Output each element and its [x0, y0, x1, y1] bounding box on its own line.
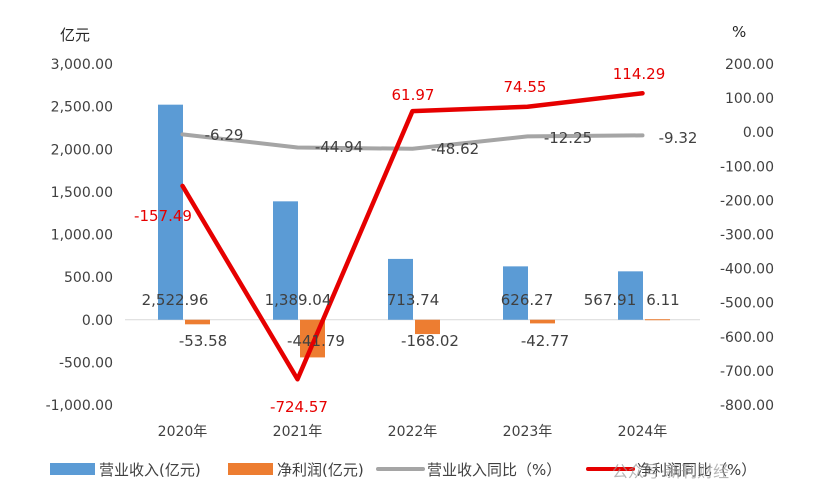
bar-net-profit	[645, 319, 670, 321]
net-profit-data-label: 6.11	[646, 291, 679, 309]
right-axis-tick-label: -600.00	[720, 330, 774, 346]
net-profit-data-label: -168.02	[401, 332, 459, 350]
bars-layer	[158, 104, 670, 358]
x-axis-tick-label: 2020年	[158, 424, 208, 440]
left-axis-tick-label: -500.00	[59, 355, 113, 371]
bar-net-profit	[530, 319, 555, 324]
left-axis-tick-label: 1,500.00	[51, 185, 113, 201]
left-axis-tick-label: 2,000.00	[51, 142, 113, 158]
left-axis-tick-label: 2,500.00	[51, 100, 113, 116]
net-profit-yoy-point	[526, 105, 529, 109]
legend-label: 净利润同比（%）	[637, 461, 756, 479]
right-axis-tick-label: 200.00	[725, 57, 774, 73]
x-axis-tick-label: 2022年	[388, 424, 438, 440]
revenue-yoy-point	[526, 134, 529, 138]
net-profit-yoy-data-label: -724.57	[270, 398, 328, 416]
bar-revenue	[273, 201, 298, 320]
right-axis-tick-label: 100.00	[725, 91, 774, 107]
net-profit-yoy-data-label: -157.49	[134, 207, 192, 225]
right-axis-tick-label: 0.00	[743, 125, 774, 141]
revenue-data-label: 713.74	[387, 291, 440, 309]
left-axis-tick-label: 3,000.00	[51, 57, 113, 73]
legend-swatch	[228, 463, 273, 475]
net-profit-yoy-point	[296, 377, 299, 381]
revenue-yoy-point	[296, 146, 299, 150]
net-profit-data-label: -53.58	[179, 332, 227, 350]
revenue-yoy-data-label: -48.62	[431, 140, 479, 158]
right-axis-tick-label: -400.00	[720, 262, 774, 278]
bar-revenue	[618, 271, 643, 320]
labels-layer: 2,522.96 1,389.04 713.74 626.27 567.91 -53.58…	[134, 65, 697, 416]
legend-swatch	[50, 463, 95, 475]
right-axis-tick-label: -700.00	[720, 364, 774, 380]
bar-net-profit	[185, 319, 210, 325]
bar-revenue	[388, 258, 413, 320]
net-profit-data-label: -441.79	[287, 332, 345, 350]
left-axis-tick-label: 0.00	[82, 313, 113, 329]
bar-revenue	[158, 104, 183, 320]
net-profit-yoy-point	[181, 184, 184, 188]
revenue-data-label: 2,522.96	[142, 291, 209, 309]
legend-item-net-profit-yoy: 净利润同比（%）	[586, 461, 756, 479]
revenue-yoy-data-label: -6.29	[205, 126, 244, 144]
legend-label: 净利润(亿元)	[277, 461, 364, 479]
axes-layer: 亿元 % 3,000.00 2,500.00 2,000.00 1,500.00 1,000…	[46, 23, 774, 440]
revenue-yoy-data-label: -9.32	[659, 129, 698, 147]
revenue-data-label: 1,389.04	[265, 291, 332, 309]
watermark-text: 公众号·新刊财经	[612, 462, 729, 481]
revenue-yoy-point	[181, 132, 184, 136]
net-profit-yoy-point	[411, 109, 414, 113]
revenue-yoy-point	[641, 133, 644, 137]
left-axis-tick-label: -1,000.00	[46, 398, 113, 414]
right-axis-tick-label: -800.00	[720, 398, 774, 414]
revenue-data-label: 567.91	[584, 291, 637, 309]
x-axis-tick-label: 2021年	[273, 424, 323, 440]
lines-layer	[180, 90, 645, 382]
right-axis-tick-label: -200.00	[720, 193, 774, 209]
legend-item-revenue: 营业收入(亿元)	[50, 461, 201, 479]
net-profit-yoy-point	[641, 91, 644, 95]
bar-net-profit	[415, 319, 440, 335]
left-axis-tick-label: 500.00	[64, 270, 113, 286]
right-axis-unit: %	[732, 23, 746, 41]
left-axis-unit: 亿元	[60, 26, 90, 44]
legend-label: 营业收入(亿元)	[99, 461, 201, 479]
net-profit-yoy-data-label: 61.97	[392, 86, 435, 104]
legend-item-net-profit: 净利润(亿元)	[228, 461, 364, 479]
revenue-yoy-point	[411, 147, 414, 151]
revenue-yoy-data-label: -44.94	[315, 138, 363, 156]
legend-label: 营业收入同比（%）	[427, 461, 561, 479]
x-axis-tick-label: 2023年	[503, 424, 553, 440]
net-profit-yoy-data-label: 114.29	[613, 65, 666, 83]
x-axis-tick-label: 2024年	[618, 424, 668, 440]
legend: 营业收入(亿元) 净利润(亿元) 营业收入同比（%） 净利润同比（%）	[50, 461, 756, 479]
net-profit-data-label: -42.77	[521, 332, 569, 350]
right-axis-tick-label: -500.00	[720, 296, 774, 312]
revenue-data-label: 626.27	[501, 291, 554, 309]
net-profit-yoy-data-label: 74.55	[504, 78, 547, 96]
legend-item-revenue-yoy: 营业收入同比（%）	[376, 461, 561, 479]
bar-revenue	[503, 266, 528, 320]
right-axis-tick-label: -100.00	[720, 159, 774, 175]
revenue-yoy-data-label: -12.25	[544, 129, 592, 147]
left-axis-tick-label: 1,000.00	[51, 228, 113, 244]
right-axis-tick-label: -300.00	[720, 228, 774, 244]
